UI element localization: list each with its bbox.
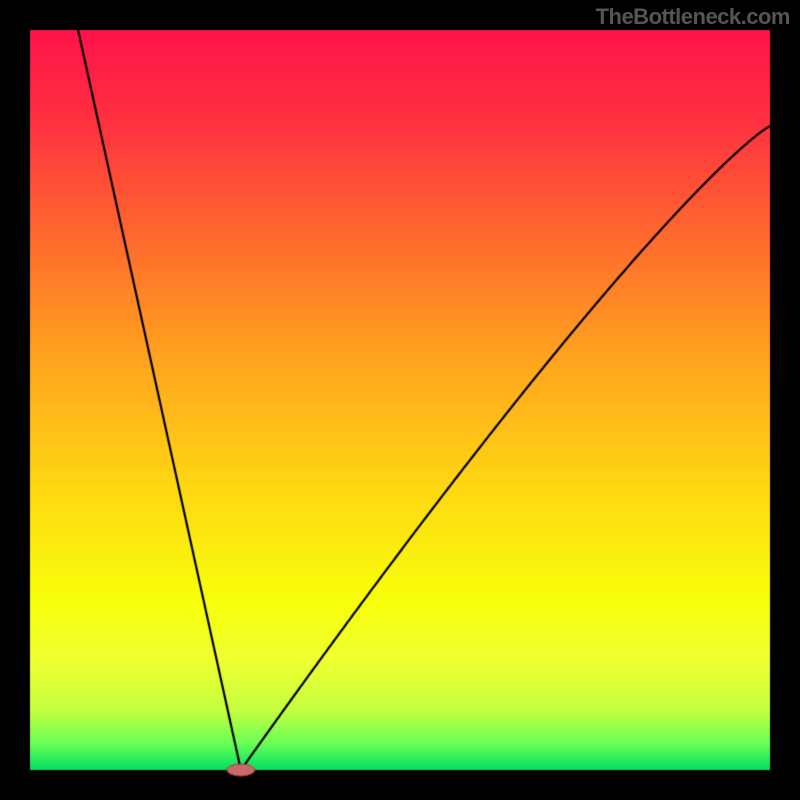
watermark-text: TheBottleneck.com [596, 4, 790, 30]
bottleneck-chart [0, 0, 800, 800]
